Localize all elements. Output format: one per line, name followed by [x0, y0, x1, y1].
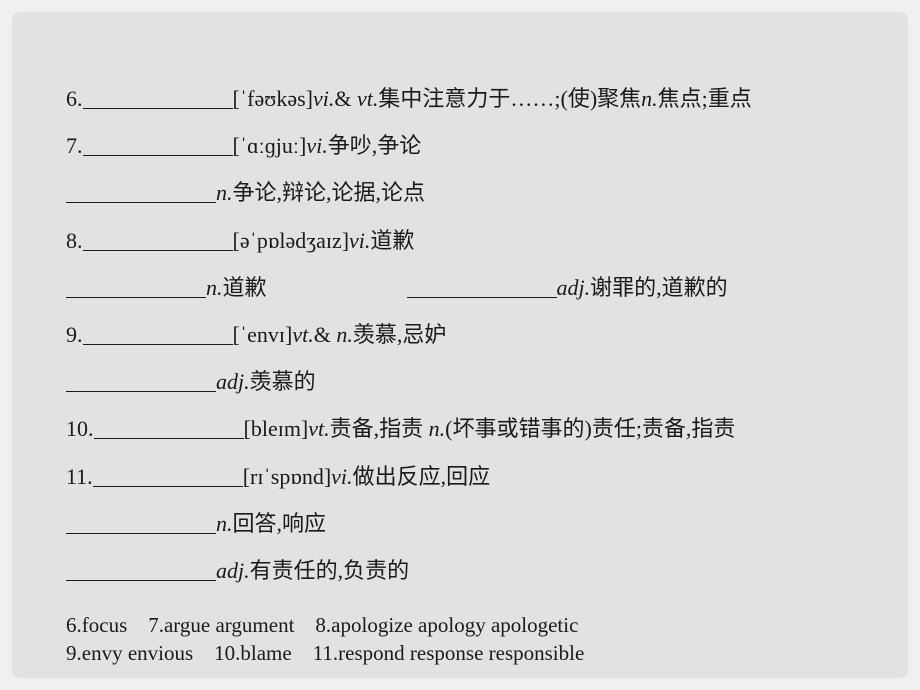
- item-num: 10.: [66, 416, 94, 441]
- item-7-line2: n.争论,辩论,论据,论点: [66, 178, 858, 205]
- def: 羡慕,忌妒: [353, 322, 447, 347]
- item-num: 8.: [66, 228, 83, 253]
- item-10-line1: 10. [bleɪm]vt.责备,指责 n.(坏事或错事的)责任;责备,指责: [66, 414, 858, 441]
- pos: adj.: [216, 369, 250, 394]
- def: 焦点;重点: [658, 86, 752, 111]
- def: 责备,指责: [330, 416, 429, 441]
- pos: n.: [216, 511, 233, 536]
- pos: vi.: [313, 86, 334, 111]
- fill-blank[interactable]: [66, 181, 216, 203]
- pos: n.: [216, 180, 233, 205]
- pos: vi.: [306, 133, 327, 158]
- pos: n.: [336, 322, 353, 347]
- fill-blank[interactable]: [66, 370, 216, 392]
- fill-blank[interactable]: [83, 323, 233, 345]
- item-11-line3: adj.有责任的,负责的: [66, 556, 858, 583]
- ipa: [ˈenvɪ]: [233, 322, 293, 347]
- def: 道歉: [223, 275, 267, 300]
- item-num: 7.: [66, 133, 83, 158]
- def: 有责任的,负责的: [250, 558, 410, 583]
- fill-blank[interactable]: [83, 87, 233, 109]
- item-9-line1: 9. [ˈenvɪ]vt.& n.羡慕,忌妒: [66, 320, 858, 347]
- pos: adj.: [216, 558, 250, 583]
- amp: &: [314, 322, 337, 347]
- answer-line-2: 9.envy envious 10.blame 11.respond respo…: [66, 639, 858, 667]
- pos: vt.: [357, 86, 378, 111]
- fill-blank[interactable]: [407, 276, 557, 298]
- pos: n.: [206, 275, 223, 300]
- def: (坏事或错事的)责任;责备,指责: [445, 416, 735, 441]
- item-8-line1: 8. [əˈpɒlədʒaɪz]vi.道歉: [66, 226, 858, 253]
- pos: n.: [429, 416, 446, 441]
- item-11-line1: 11. [rɪˈspɒnd]vi.做出反应,回应: [66, 462, 858, 489]
- item-num: 6.: [66, 86, 83, 111]
- ipa: [rɪˈspɒnd]: [243, 464, 331, 489]
- def: 道歉: [370, 228, 414, 253]
- answer-key: 6.focus 7.argue argument 8.apologize apo…: [66, 611, 858, 668]
- fill-blank[interactable]: [94, 417, 244, 439]
- item-num: 11.: [66, 464, 93, 489]
- fill-blank[interactable]: [83, 134, 233, 156]
- amp: &: [334, 86, 357, 111]
- fill-blank[interactable]: [66, 559, 216, 581]
- pos: vt.: [308, 416, 329, 441]
- pos: vi.: [349, 228, 370, 253]
- ipa: [ˈɑːɡjuː]: [233, 133, 307, 158]
- def: 争论,辩论,论据,论点: [233, 180, 426, 205]
- def: 争吵,争论: [328, 133, 422, 158]
- def: 羡慕的: [250, 369, 316, 394]
- pos: vt.: [292, 322, 313, 347]
- item-8-line2: n.道歉 adj.谢罪的,道歉的: [66, 273, 858, 300]
- pos: n.: [641, 86, 658, 111]
- item-num: 9.: [66, 322, 83, 347]
- item-9-line2: adj.羡慕的: [66, 367, 858, 394]
- item-7-line1: 7. [ˈɑːɡjuː]vi.争吵,争论: [66, 131, 858, 158]
- fill-blank[interactable]: [66, 276, 206, 298]
- ipa: [bleɪm]: [244, 416, 309, 441]
- def: 谢罪的,道歉的: [590, 275, 728, 300]
- answer-line-1: 6.focus 7.argue argument 8.apologize apo…: [66, 611, 858, 639]
- pos: adj.: [557, 275, 591, 300]
- item-11-line2: n.回答,响应: [66, 509, 858, 536]
- def: 回答,响应: [233, 511, 327, 536]
- def: 做出反应,回应: [353, 464, 491, 489]
- pos: vi.: [331, 464, 352, 489]
- exercise-content: 6.[ˈfəʊkəs]vi.& vt.集中注意力于……;(使)聚焦n.焦点;重点…: [66, 84, 858, 668]
- fill-blank[interactable]: [83, 229, 233, 251]
- worksheet-page: 6.[ˈfəʊkəs]vi.& vt.集中注意力于……;(使)聚焦n.焦点;重点…: [12, 12, 908, 678]
- item-6-line1: 6. [ˈfəʊkəs]vi.& vt.集中注意力于……;(使)聚焦n.焦点;重点: [66, 84, 858, 111]
- ipa: [əˈpɒlədʒaɪz]: [233, 228, 350, 253]
- ipa: [ˈfəʊkəs]: [233, 86, 313, 111]
- def: 集中注意力于……;(使)聚焦: [378, 86, 641, 111]
- fill-blank[interactable]: [66, 512, 216, 534]
- fill-blank[interactable]: [93, 465, 243, 487]
